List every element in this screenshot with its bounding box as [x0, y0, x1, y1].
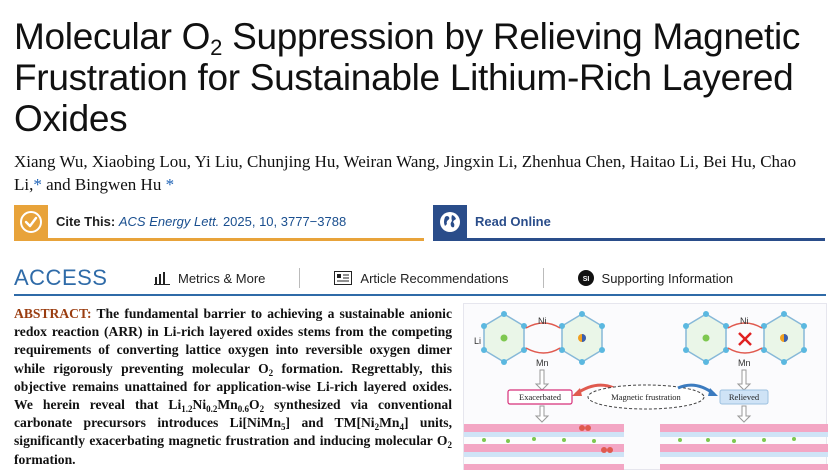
citation-ref: 2025, 10, 3777−3788 [222, 214, 347, 229]
paper-title: Molecular O2 Suppression by Relieving Ma… [14, 16, 801, 139]
relieved-label: Relieved [729, 392, 760, 402]
journal-name: ACS Energy Lett. [118, 214, 220, 229]
access-row: ACCESS Metrics & More Article Recommenda… [14, 262, 826, 296]
document-list-icon [334, 271, 353, 285]
exacerbated-box [507, 389, 573, 405]
access-label: ACCESS [14, 265, 108, 290]
cite-this-bar[interactable]: Cite This: ACS Energy Lett. 2025, 10, 37… [14, 204, 424, 241]
divider [299, 268, 301, 288]
metrics-more-link[interactable]: Metrics & More [154, 271, 265, 286]
right-hexagon-pair [683, 311, 807, 365]
relieved-box [719, 389, 769, 405]
toc-graphic: Ni Li Mn Ni Mn Exacerbated Magneti [463, 303, 828, 470]
read-online-link[interactable]: Read Online [475, 214, 551, 229]
lattice-right [660, 424, 828, 470]
ni-label-left: Ni [538, 316, 547, 326]
li-label: Li [474, 336, 481, 346]
corresponding-author-mark[interactable]: * [33, 175, 42, 194]
corresponding-author-mark[interactable]: * [165, 175, 175, 194]
article-recommendations-link[interactable]: Article Recommendations [334, 271, 509, 286]
checkmark-icon [14, 204, 48, 239]
mn-label-right: Mn [738, 358, 751, 368]
left-hexagon-pair [481, 311, 605, 365]
magnetic-frustration-bubble [587, 384, 705, 410]
svg-text:SI: SI [582, 276, 589, 283]
toc-graphic-svg: Ni Li Mn Ni Mn Exacerbated Magneti [464, 311, 828, 470]
mn-label-left: Mn [536, 358, 549, 368]
read-online-bar[interactable]: Read Online [433, 204, 825, 241]
down-arrow-right [736, 369, 752, 391]
magnetic-frustration-label: Magnetic frustration [611, 392, 681, 402]
bar-chart-icon [154, 271, 170, 285]
exacerbated-label: Exacerbated [519, 392, 562, 402]
cite-text: Cite This: ACS Energy Lett. 2025, 10, 37… [56, 214, 347, 229]
divider [542, 268, 544, 288]
ni-label-right: Ni [740, 316, 749, 326]
globe-icon [433, 204, 467, 239]
lattice-left [464, 424, 624, 470]
abstract-text: ABSTRACT: The fundamental barrier to ach… [14, 306, 453, 467]
supporting-information-link[interactable]: SI Supporting Information [577, 270, 733, 286]
down-arrow-left [534, 369, 550, 391]
si-badge-icon: SI [577, 270, 594, 286]
author-list: Xiang Wu, Xiaobing Lou, Yi Liu, Chunjing… [14, 152, 797, 194]
